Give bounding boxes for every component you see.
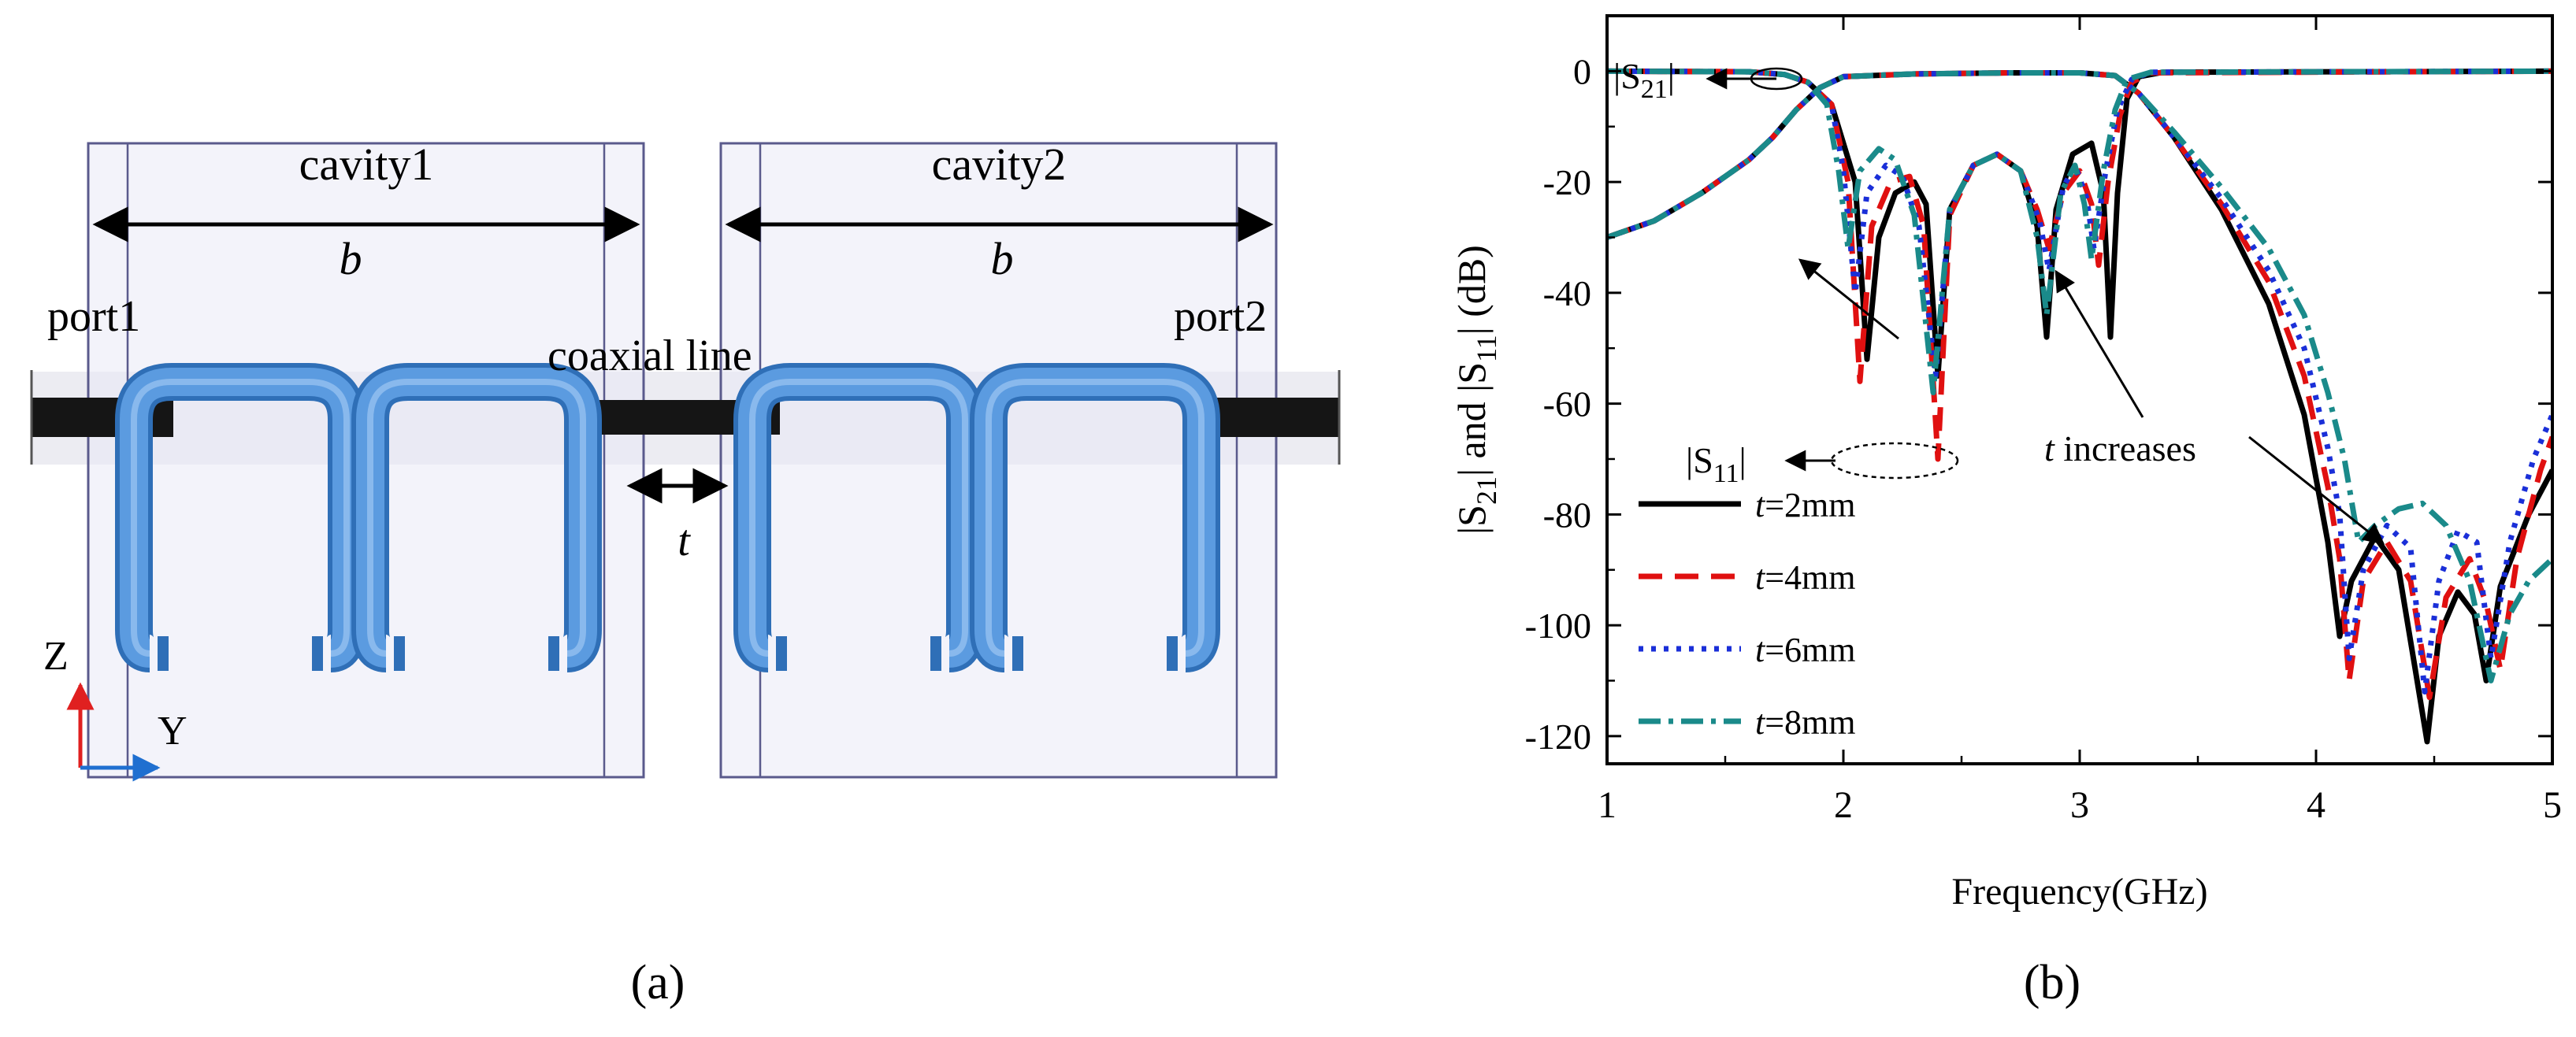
annotation-s11-pre: |S <box>1686 440 1713 480</box>
cavity1-label: cavity1 <box>299 139 434 190</box>
ylabel-sub1: 21 <box>1471 476 1502 505</box>
series-s11-line <box>1607 68 2552 462</box>
legend-label-value: =6mm <box>1765 631 1855 669</box>
annotation-s11-post: | <box>1739 440 1746 480</box>
legend-label: t=8mm <box>1755 703 1856 742</box>
annotation-s11-pointer <box>1798 258 1899 340</box>
annotation-s11-ellipse <box>1830 442 1959 480</box>
annotation-s21: |S21| <box>1613 56 1675 104</box>
series-s21-line <box>1607 70 2552 701</box>
legend-label: t=4mm <box>1755 558 1856 597</box>
y-tick-label: -40 <box>1543 273 1591 313</box>
x-tick-label: 5 <box>2543 784 2562 826</box>
resonator-loop <box>733 363 984 672</box>
legend-label-value: =4mm <box>1765 558 1855 597</box>
series-s21-line <box>1607 70 2552 694</box>
x-axis-title: Frequency(GHz) <box>1951 871 2207 913</box>
x-tick-label: 3 <box>2070 784 2089 826</box>
annotation-t-arrow-up <box>2054 269 2144 418</box>
resonator-tip <box>930 636 941 671</box>
series-s21-line <box>1607 70 2552 683</box>
caption-b: (b) <box>2024 956 2080 1009</box>
legend-label-value: =2mm <box>1765 486 1855 524</box>
y-axis-title: |S21| and |S11| (dB) <box>1449 245 1502 535</box>
resonator-highlight <box>985 379 1204 657</box>
legend-label-t: t <box>1755 703 1766 742</box>
y-tick-label: -120 <box>1525 717 1591 757</box>
resonator-loop <box>351 363 602 672</box>
legend-label-t: t <box>1755 558 1766 597</box>
resonator-tip <box>776 636 787 671</box>
resonator-tip <box>1012 636 1023 671</box>
cavity2-label: cavity2 <box>932 139 1067 190</box>
annotation-s21-ellipse <box>1750 67 1803 91</box>
resonator-loop <box>115 363 366 672</box>
port1-label: port1 <box>47 292 140 341</box>
b-label-cavity1: b <box>340 233 362 284</box>
ylabel-part2: | and |S <box>1449 362 1494 476</box>
series-s11-line <box>1607 68 2552 395</box>
resonator-tip <box>158 636 169 671</box>
resonator-loop <box>970 363 1220 672</box>
axis-layer: 1 2 3 4 5 0 -20 -40 -60 -80 -100 -120 <box>1525 16 2562 826</box>
panel-a-diagram: cavity1 cavity2 b b port1 port2 coaxial … <box>30 139 1341 1009</box>
y-tick-label: -100 <box>1525 606 1591 646</box>
series-s11-line <box>1607 68 2552 379</box>
annotation-s11: |S11| <box>1686 440 1746 488</box>
port2-label: port2 <box>1174 292 1267 341</box>
x-tick-label: 2 <box>1834 784 1853 826</box>
annotation-s21-pre: |S <box>1613 56 1641 96</box>
y-axis-label: Y <box>158 709 187 754</box>
legend-label: t=2mm <box>1755 486 1856 524</box>
y-tick-label: -20 <box>1543 162 1591 202</box>
legend-label-value: =8mm <box>1765 703 1855 742</box>
series-layer <box>1607 68 2552 745</box>
annotation-t-arrow-down <box>2248 435 2385 545</box>
z-axis-label: Z <box>43 634 69 679</box>
t-label-diagram: t <box>677 517 691 565</box>
resonator-tip <box>548 636 559 671</box>
annotation-s21-sub: 21 <box>1641 75 1668 104</box>
annotation-s21-post: | <box>1668 56 1675 96</box>
x-tick-label: 1 <box>1598 784 1616 826</box>
y-tick-label: -60 <box>1543 384 1591 424</box>
y-tick-label: 0 <box>1573 51 1591 91</box>
resonator-tip <box>1167 636 1178 671</box>
annotation-t-increases: t increases <box>2044 428 2196 469</box>
b-label-cavity2: b <box>991 233 1014 284</box>
resonator-highlight <box>367 379 586 657</box>
legend-label-t: t <box>1755 486 1766 524</box>
caption-a: (a) <box>631 956 685 1009</box>
y-tick-label: -80 <box>1543 494 1591 535</box>
ylabel-sub2: 11 <box>1471 335 1502 362</box>
ylabel-part1: |S <box>1449 505 1494 535</box>
legend-label-t: t <box>1755 631 1766 669</box>
legend-label: t=6mm <box>1755 631 1856 669</box>
resonator-group <box>115 363 1220 672</box>
coax-line-right <box>1213 398 1339 437</box>
resonator-tip <box>394 636 405 671</box>
annotation-s11-sub: 11 <box>1713 459 1739 488</box>
series-s11-line <box>1607 68 2552 379</box>
panel-b-chart: 1 2 3 4 50-20-40-60-80-100-120 |S21| and |S1… <box>1449 14 2562 1009</box>
resonator-highlight <box>749 379 968 657</box>
annotation-t-italic: t <box>2044 428 2055 469</box>
annotation-t-rest: increases <box>2054 428 2196 469</box>
resonator-tip <box>312 636 323 671</box>
ylabel-part3: | (dB) <box>1449 245 1494 335</box>
resonator-highlight <box>131 379 350 657</box>
x-tick-label: 4 <box>2307 784 2325 826</box>
coax-line-label: coaxial line <box>547 331 752 380</box>
